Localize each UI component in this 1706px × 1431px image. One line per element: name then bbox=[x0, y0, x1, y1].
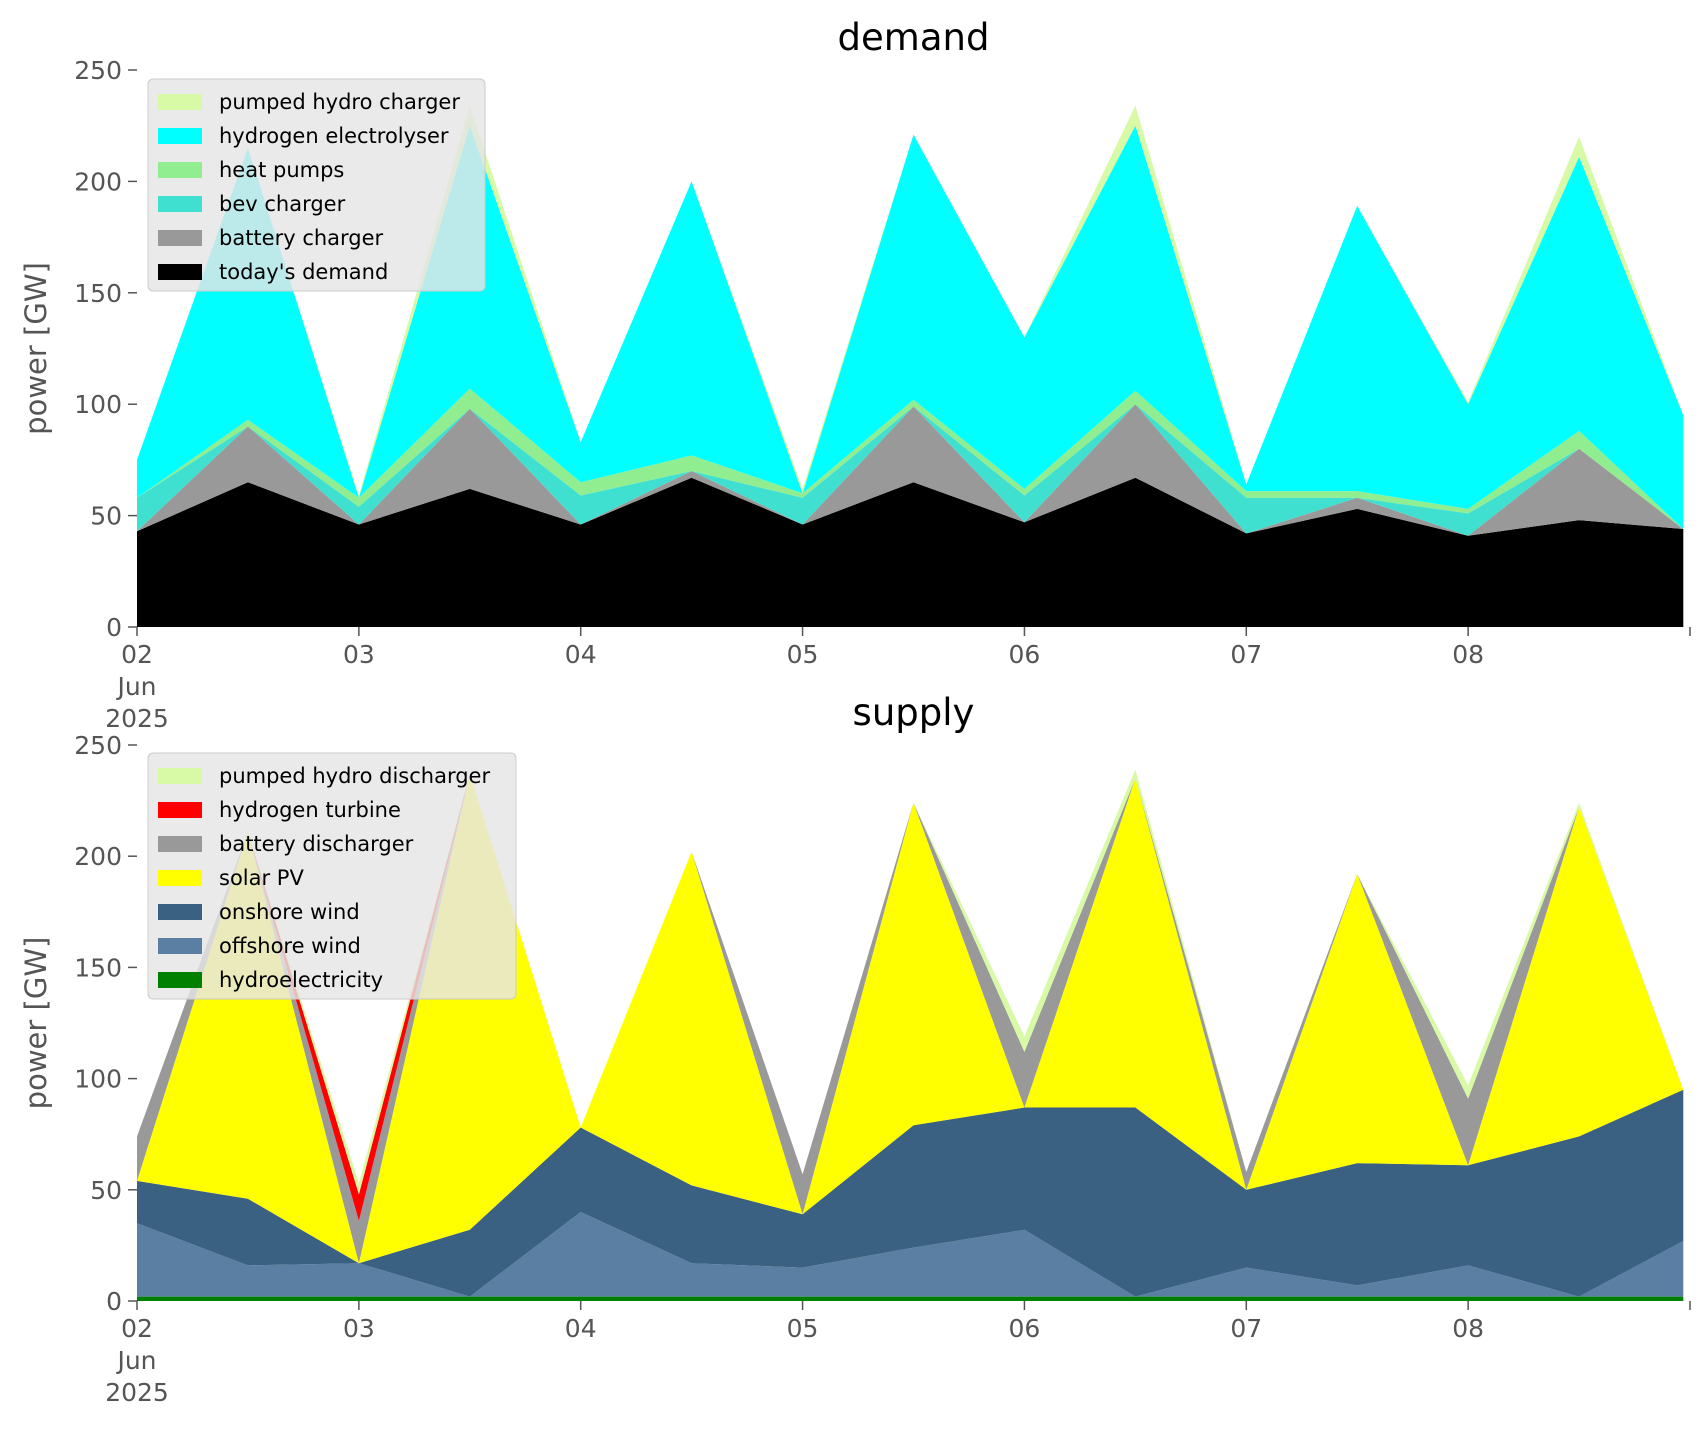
legend-label: battery discharger bbox=[219, 832, 414, 856]
legend: pumped hydro discharger hydrogen turbine b… bbox=[147, 752, 517, 1000]
area-series-0 bbox=[137, 477, 1684, 627]
x-tick-label: 07 bbox=[1230, 640, 1262, 669]
x-tick-label: 06 bbox=[1009, 640, 1041, 669]
area-series-3 bbox=[137, 388, 1684, 529]
legend-swatch bbox=[158, 196, 202, 212]
legend-label: pumped hydro discharger bbox=[219, 764, 490, 788]
legend-label: hydroelectricity bbox=[219, 968, 383, 992]
legend-swatch bbox=[158, 870, 202, 886]
x-tick-label: 02 Jun 2025 bbox=[105, 1314, 169, 1407]
legend-swatch bbox=[158, 230, 202, 246]
y-tick-label: 50 bbox=[90, 502, 122, 531]
y-tick-label: 200 bbox=[74, 167, 122, 196]
legend-swatch bbox=[158, 938, 202, 954]
legend-swatch bbox=[158, 802, 202, 818]
area-series-1 bbox=[137, 404, 1684, 536]
legend-swatch bbox=[158, 904, 202, 920]
x-tick-label: 03 bbox=[343, 640, 375, 669]
y-tick-label: 150 bbox=[74, 953, 122, 982]
legend-swatch bbox=[158, 264, 202, 280]
x-tick-label: 03 bbox=[343, 1314, 375, 1343]
legend-label: offshore wind bbox=[219, 934, 361, 958]
chart-panel-demand: 0 50 100 150 200 250 02 Jun 2025 03 04 05 06 07 08 powe… bbox=[19, 16, 1691, 733]
legend-label: heat pumps bbox=[219, 158, 344, 182]
chart-panel-supply: 0 50 100 150 200 250 02 Jun 2025 03 04 05 06 07 08 powe… bbox=[19, 691, 1691, 1407]
y-tick-label: 200 bbox=[74, 842, 122, 871]
chart-title: supply bbox=[853, 691, 975, 734]
y-tick-label: 150 bbox=[74, 279, 122, 308]
area-series-2 bbox=[137, 1089, 1684, 1297]
legend-swatch bbox=[158, 162, 202, 178]
area-series-4 bbox=[137, 125, 1684, 529]
y-tick-label: 100 bbox=[74, 1065, 122, 1094]
legend-label: hydrogen electrolyser bbox=[219, 124, 449, 148]
legend-label: battery charger bbox=[219, 226, 384, 250]
x-tick-label: 08 bbox=[1452, 640, 1484, 669]
legend-label: bev charger bbox=[219, 192, 346, 216]
y-tick-label: 250 bbox=[74, 731, 122, 760]
x-tick-label: 04 bbox=[565, 1314, 597, 1343]
legend-swatch bbox=[158, 94, 202, 110]
legend-swatch bbox=[158, 768, 202, 784]
area-series-0 bbox=[137, 1296, 1684, 1301]
legend-label: solar PV bbox=[219, 866, 304, 890]
legend-label: onshore wind bbox=[219, 900, 360, 924]
x-tick-label: 04 bbox=[565, 640, 597, 669]
legend-label: today's demand bbox=[219, 260, 388, 284]
legend-swatch bbox=[158, 836, 202, 852]
x-tick-label: 08 bbox=[1452, 1314, 1484, 1343]
y-tick-label: 50 bbox=[90, 1176, 122, 1205]
legend-label: hydrogen turbine bbox=[219, 798, 401, 822]
legend-label: pumped hydro charger bbox=[219, 90, 460, 114]
y-axis-title: power [GW] bbox=[19, 262, 53, 435]
legend-box bbox=[147, 752, 517, 1000]
x-tick-label: 05 bbox=[787, 640, 819, 669]
x-tick-label: 07 bbox=[1230, 1314, 1262, 1343]
legend-swatch bbox=[158, 972, 202, 988]
y-tick-label: 0 bbox=[106, 613, 122, 642]
area-series-1 bbox=[137, 1212, 1684, 1297]
x-tick-label: 06 bbox=[1009, 1314, 1041, 1343]
area-series-2 bbox=[137, 404, 1684, 536]
x-tick-label: 05 bbox=[787, 1314, 819, 1343]
legend: pumped hydro charger hydrogen electrolyse… bbox=[147, 78, 486, 292]
legend-swatch bbox=[158, 128, 202, 144]
y-tick-label: 250 bbox=[74, 56, 122, 85]
y-axis-title: power [GW] bbox=[19, 937, 53, 1110]
x-tick-label: 02 Jun 2025 bbox=[105, 640, 169, 733]
y-tick-label: 0 bbox=[106, 1287, 122, 1316]
area-series-3 bbox=[137, 773, 1684, 1264]
legend-box bbox=[147, 78, 486, 292]
chart-title: demand bbox=[838, 16, 990, 59]
y-tick-label: 100 bbox=[74, 390, 122, 419]
